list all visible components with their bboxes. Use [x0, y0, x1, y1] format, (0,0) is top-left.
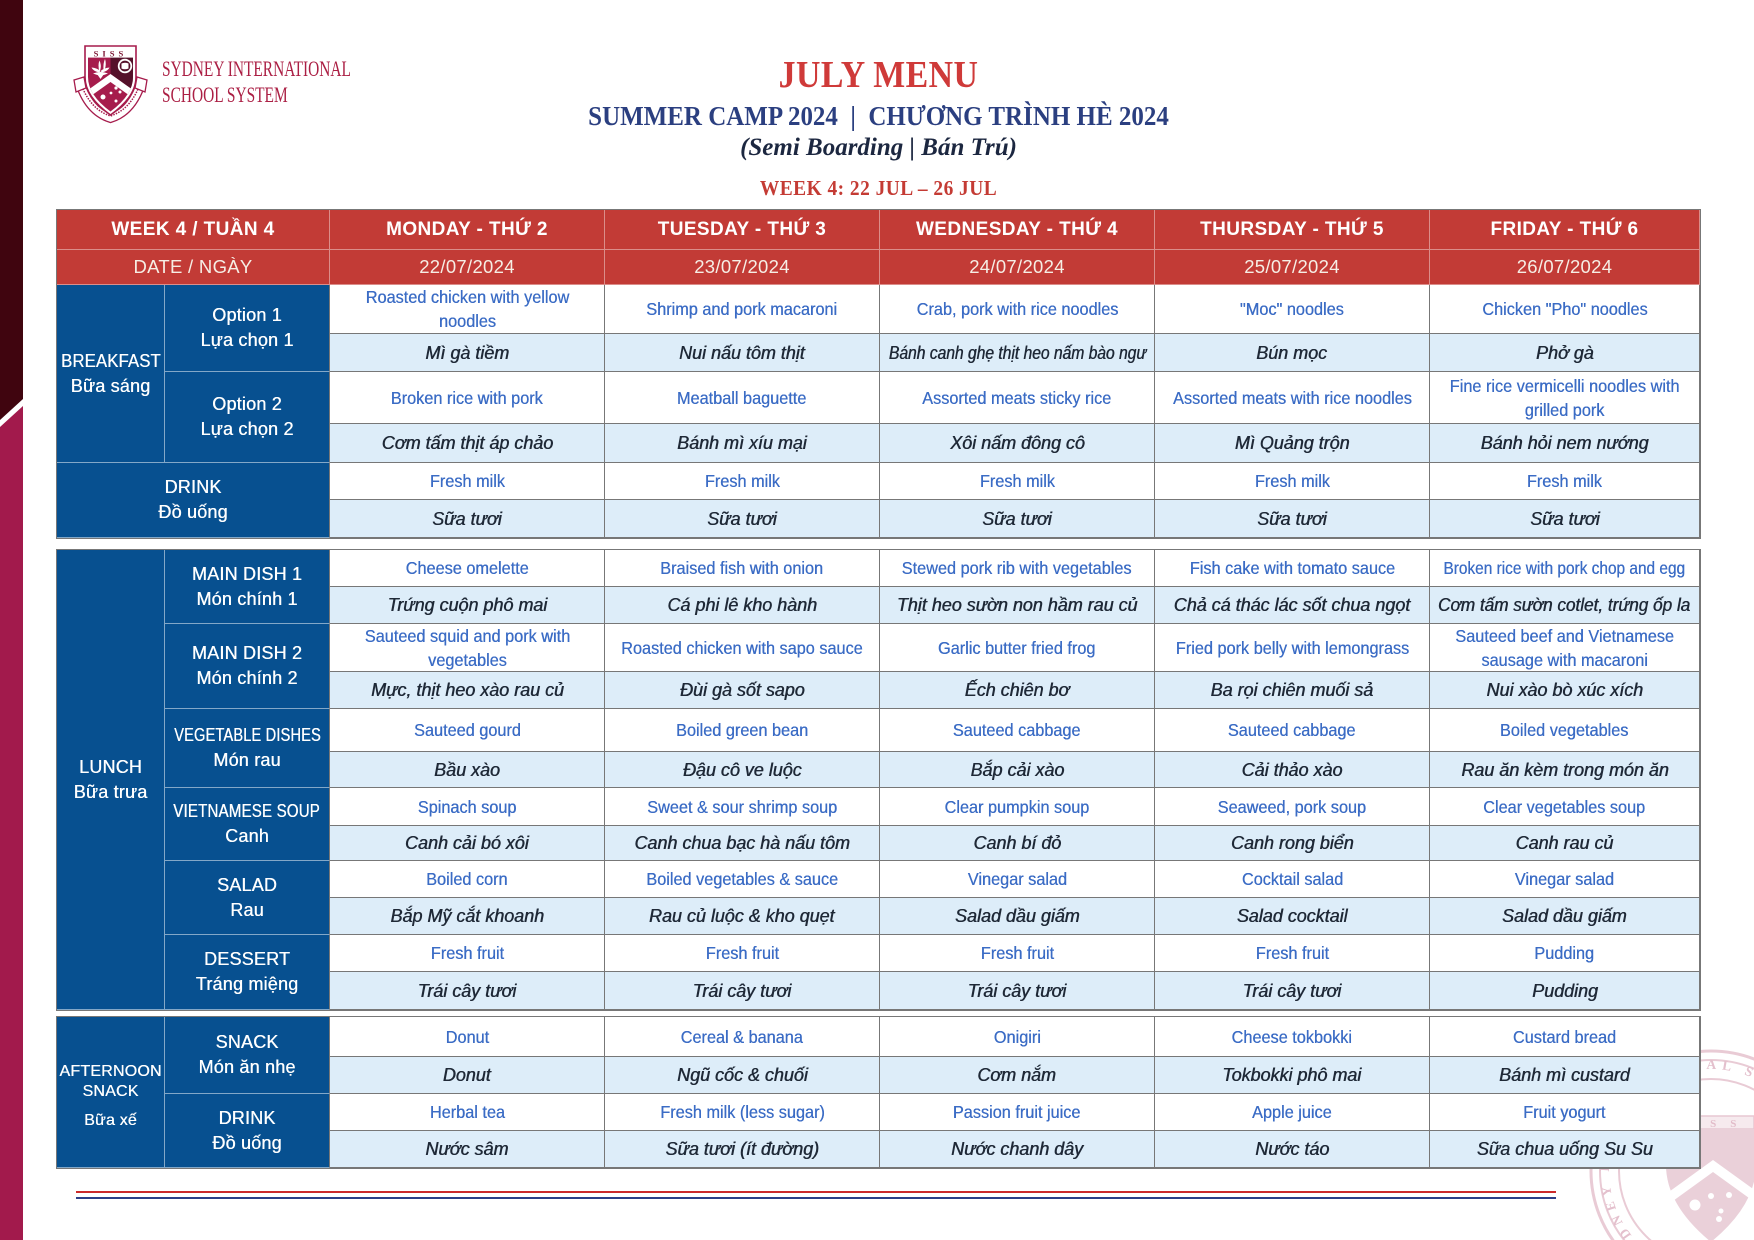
- svg-text:SISS: SISS: [94, 48, 128, 58]
